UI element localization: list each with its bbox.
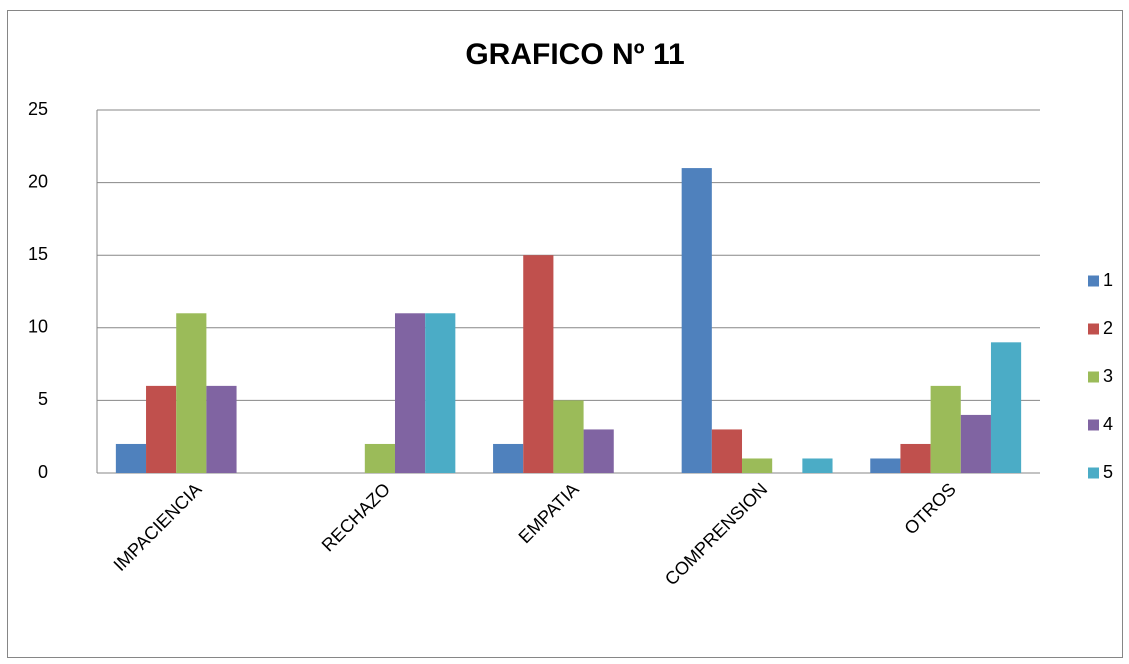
legend-swatch [1088, 275, 1099, 287]
bar [206, 385, 237, 473]
bar [711, 429, 743, 473]
legend-swatch [1088, 467, 1099, 479]
bar [681, 168, 712, 473]
bar [583, 429, 614, 473]
bar [930, 385, 961, 473]
bar [364, 443, 395, 473]
bar [960, 414, 991, 473]
bar [115, 443, 147, 473]
legend-label: 5 [1103, 462, 1113, 482]
bar [146, 385, 177, 473]
legend-label: 1 [1103, 270, 1113, 290]
bar [425, 313, 456, 473]
bar [523, 255, 554, 473]
chart-frame [7, 10, 1123, 658]
legend-label: 4 [1103, 414, 1113, 434]
chart-title: GRAFICO Nº 11 [465, 38, 684, 71]
bar [870, 458, 901, 473]
bar [493, 443, 524, 473]
legend-swatch [1088, 371, 1099, 383]
y-tick-label: 15 [28, 244, 48, 264]
legend-label: 2 [1103, 318, 1113, 338]
legend-swatch [1088, 419, 1099, 431]
y-tick-label: 20 [28, 171, 48, 191]
y-tick-label: 10 [28, 317, 48, 337]
bar [900, 443, 931, 473]
bar [742, 458, 773, 473]
bar [553, 400, 584, 473]
bar [176, 313, 207, 473]
y-tick-label: 5 [38, 389, 48, 409]
y-tick-label: 0 [38, 462, 48, 482]
bar [802, 458, 833, 473]
y-tick-label: 25 [28, 99, 48, 119]
bar [394, 313, 426, 473]
legend-swatch [1088, 323, 1099, 335]
bar [990, 342, 1022, 473]
legend-label: 3 [1103, 366, 1113, 386]
